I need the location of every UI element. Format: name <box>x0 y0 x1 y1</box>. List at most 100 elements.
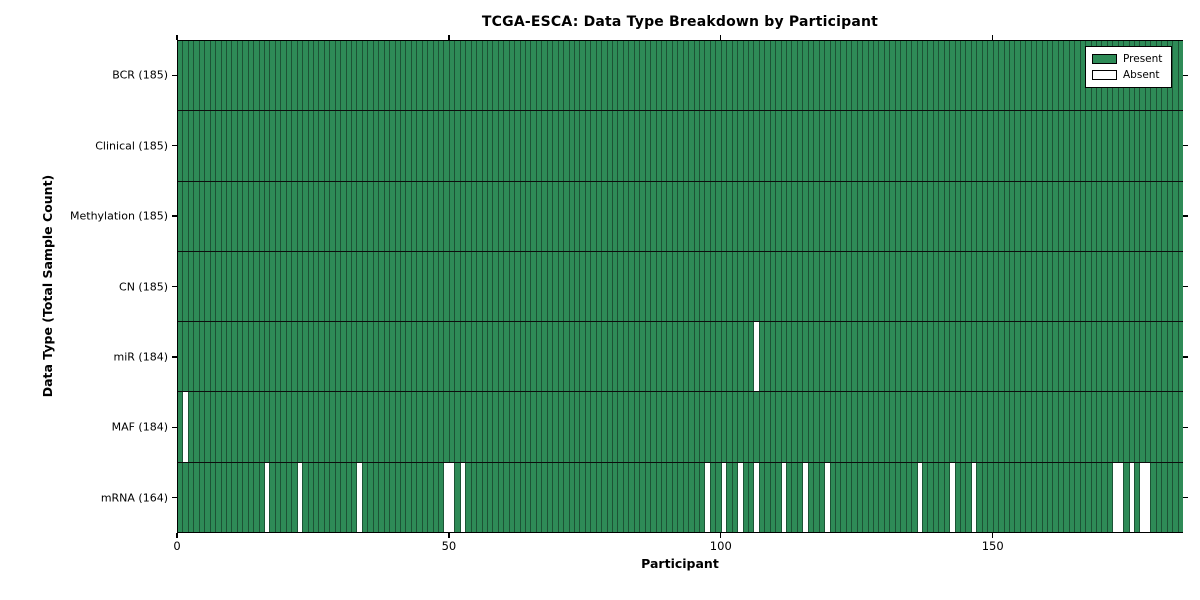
cell-present <box>998 462 1004 532</box>
cell-present <box>182 41 188 111</box>
cell-present <box>590 111 596 181</box>
cell-present <box>361 322 368 392</box>
cell-present <box>769 111 776 181</box>
cell-present <box>269 41 275 111</box>
cell-present <box>753 251 759 322</box>
cell-present <box>699 392 705 462</box>
cell-present <box>351 251 357 322</box>
cell-present <box>747 111 754 181</box>
cell-present <box>1112 251 1118 322</box>
cell-absent <box>720 462 727 532</box>
cell-present <box>970 111 977 181</box>
cell-present <box>1057 462 1064 532</box>
heatmap-row-Methylation <box>178 181 1183 252</box>
cell-present <box>486 251 493 322</box>
cell-present <box>807 322 814 392</box>
cell-present <box>476 462 482 532</box>
cell-present <box>1025 111 1031 181</box>
cell-present <box>677 392 683 462</box>
cell-present <box>340 181 346 251</box>
cell-present <box>916 111 922 181</box>
cell-present <box>367 392 373 462</box>
cell-present <box>1063 462 1069 532</box>
cell-present <box>557 251 564 322</box>
cell-present <box>970 392 977 462</box>
cell-present <box>1019 111 1026 181</box>
cell-present <box>584 392 591 462</box>
cell-present <box>775 181 781 251</box>
cell-present <box>1063 251 1069 322</box>
heatmap-row-miR <box>178 322 1183 393</box>
cell-present <box>1068 322 1075 392</box>
cell-present <box>1128 251 1134 322</box>
cell-present <box>764 251 770 322</box>
cell-present <box>856 392 863 462</box>
cell-present <box>448 392 455 462</box>
cell-present <box>307 322 313 392</box>
cell-present <box>1085 181 1091 251</box>
cell-present <box>459 181 466 251</box>
cell-present <box>976 251 982 322</box>
cell-present <box>704 41 710 111</box>
y-tick-mark <box>172 285 177 288</box>
cell-present <box>780 322 786 392</box>
cell-present <box>987 392 993 462</box>
cell-present <box>378 462 384 532</box>
cell-present <box>981 322 988 392</box>
cell-present <box>351 41 357 111</box>
cell-present <box>280 41 286 111</box>
cell-present <box>921 251 928 322</box>
cell-present <box>682 41 689 111</box>
cell-present <box>198 41 205 111</box>
cell-present <box>878 41 884 111</box>
cell-present <box>840 111 846 181</box>
cell-present <box>302 462 308 532</box>
cell-absent <box>824 462 830 532</box>
cell-present <box>367 41 373 111</box>
y-tick-mark <box>1183 426 1188 429</box>
cell-present <box>247 462 254 532</box>
cell-present <box>840 322 846 392</box>
x-tick-label-100: 100 <box>709 539 732 553</box>
cell-present <box>383 251 390 322</box>
cell-present <box>981 111 988 181</box>
cell-present <box>329 41 335 111</box>
cell-absent <box>443 462 449 532</box>
cell-present <box>1134 392 1140 462</box>
cell-present <box>720 41 727 111</box>
cell-present <box>448 322 455 392</box>
cell-present <box>786 322 792 392</box>
cell-present <box>1155 111 1162 181</box>
cell-present <box>671 251 678 322</box>
cell-present <box>845 462 852 532</box>
cell-present <box>987 111 993 181</box>
cell-present <box>383 111 390 181</box>
cell-present <box>747 251 754 322</box>
cell-present <box>992 392 999 462</box>
cell-present <box>894 392 901 462</box>
cell-present <box>231 251 237 322</box>
cell-present <box>606 251 612 322</box>
cell-present <box>416 181 422 251</box>
cell-present <box>410 462 417 532</box>
cell-present <box>427 392 433 462</box>
cell-present <box>851 41 857 111</box>
cell-present <box>1047 462 1053 532</box>
cell-present <box>492 251 498 322</box>
cell-present <box>492 181 498 251</box>
cell-present <box>644 251 651 322</box>
cell-present <box>204 111 210 181</box>
y-tick-mark <box>1183 285 1188 288</box>
cell-present <box>225 392 232 462</box>
cell-present <box>535 392 542 462</box>
cell-present <box>851 111 857 181</box>
cell-present <box>807 181 814 251</box>
cell-present <box>829 41 835 111</box>
cell-present <box>476 181 482 251</box>
cell-present <box>1172 392 1178 462</box>
cell-present <box>992 41 999 111</box>
cell-present <box>1019 251 1026 322</box>
cell-present <box>323 251 330 322</box>
cell-present <box>932 462 939 532</box>
cell-present <box>476 41 482 111</box>
